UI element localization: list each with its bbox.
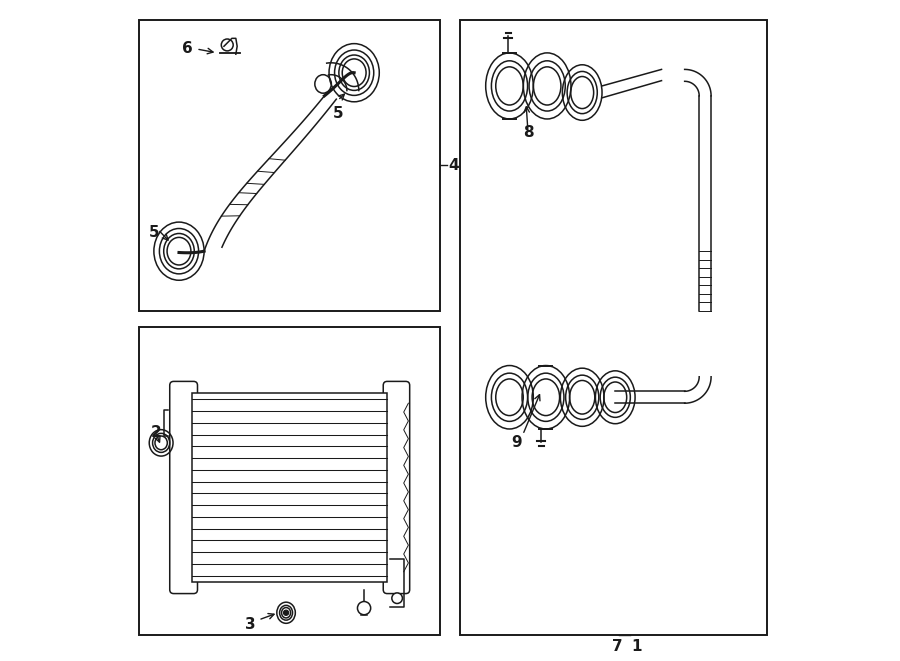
- FancyBboxPatch shape: [383, 381, 410, 594]
- Bar: [460, 20, 768, 635]
- FancyBboxPatch shape: [170, 381, 197, 594]
- Text: 4: 4: [449, 158, 459, 173]
- Circle shape: [392, 593, 402, 603]
- Text: 3: 3: [245, 617, 256, 632]
- Circle shape: [284, 610, 289, 615]
- Bar: [193, 393, 387, 582]
- Text: 5: 5: [332, 106, 343, 121]
- Text: 2: 2: [150, 426, 161, 440]
- Text: 5: 5: [148, 225, 159, 240]
- Text: 7: 7: [612, 639, 623, 654]
- Bar: [140, 327, 440, 635]
- Text: 8: 8: [523, 125, 534, 139]
- Text: 1: 1: [632, 639, 643, 654]
- Bar: [140, 20, 440, 311]
- Text: 6: 6: [182, 41, 193, 56]
- Circle shape: [357, 602, 371, 615]
- Text: 9: 9: [511, 436, 521, 450]
